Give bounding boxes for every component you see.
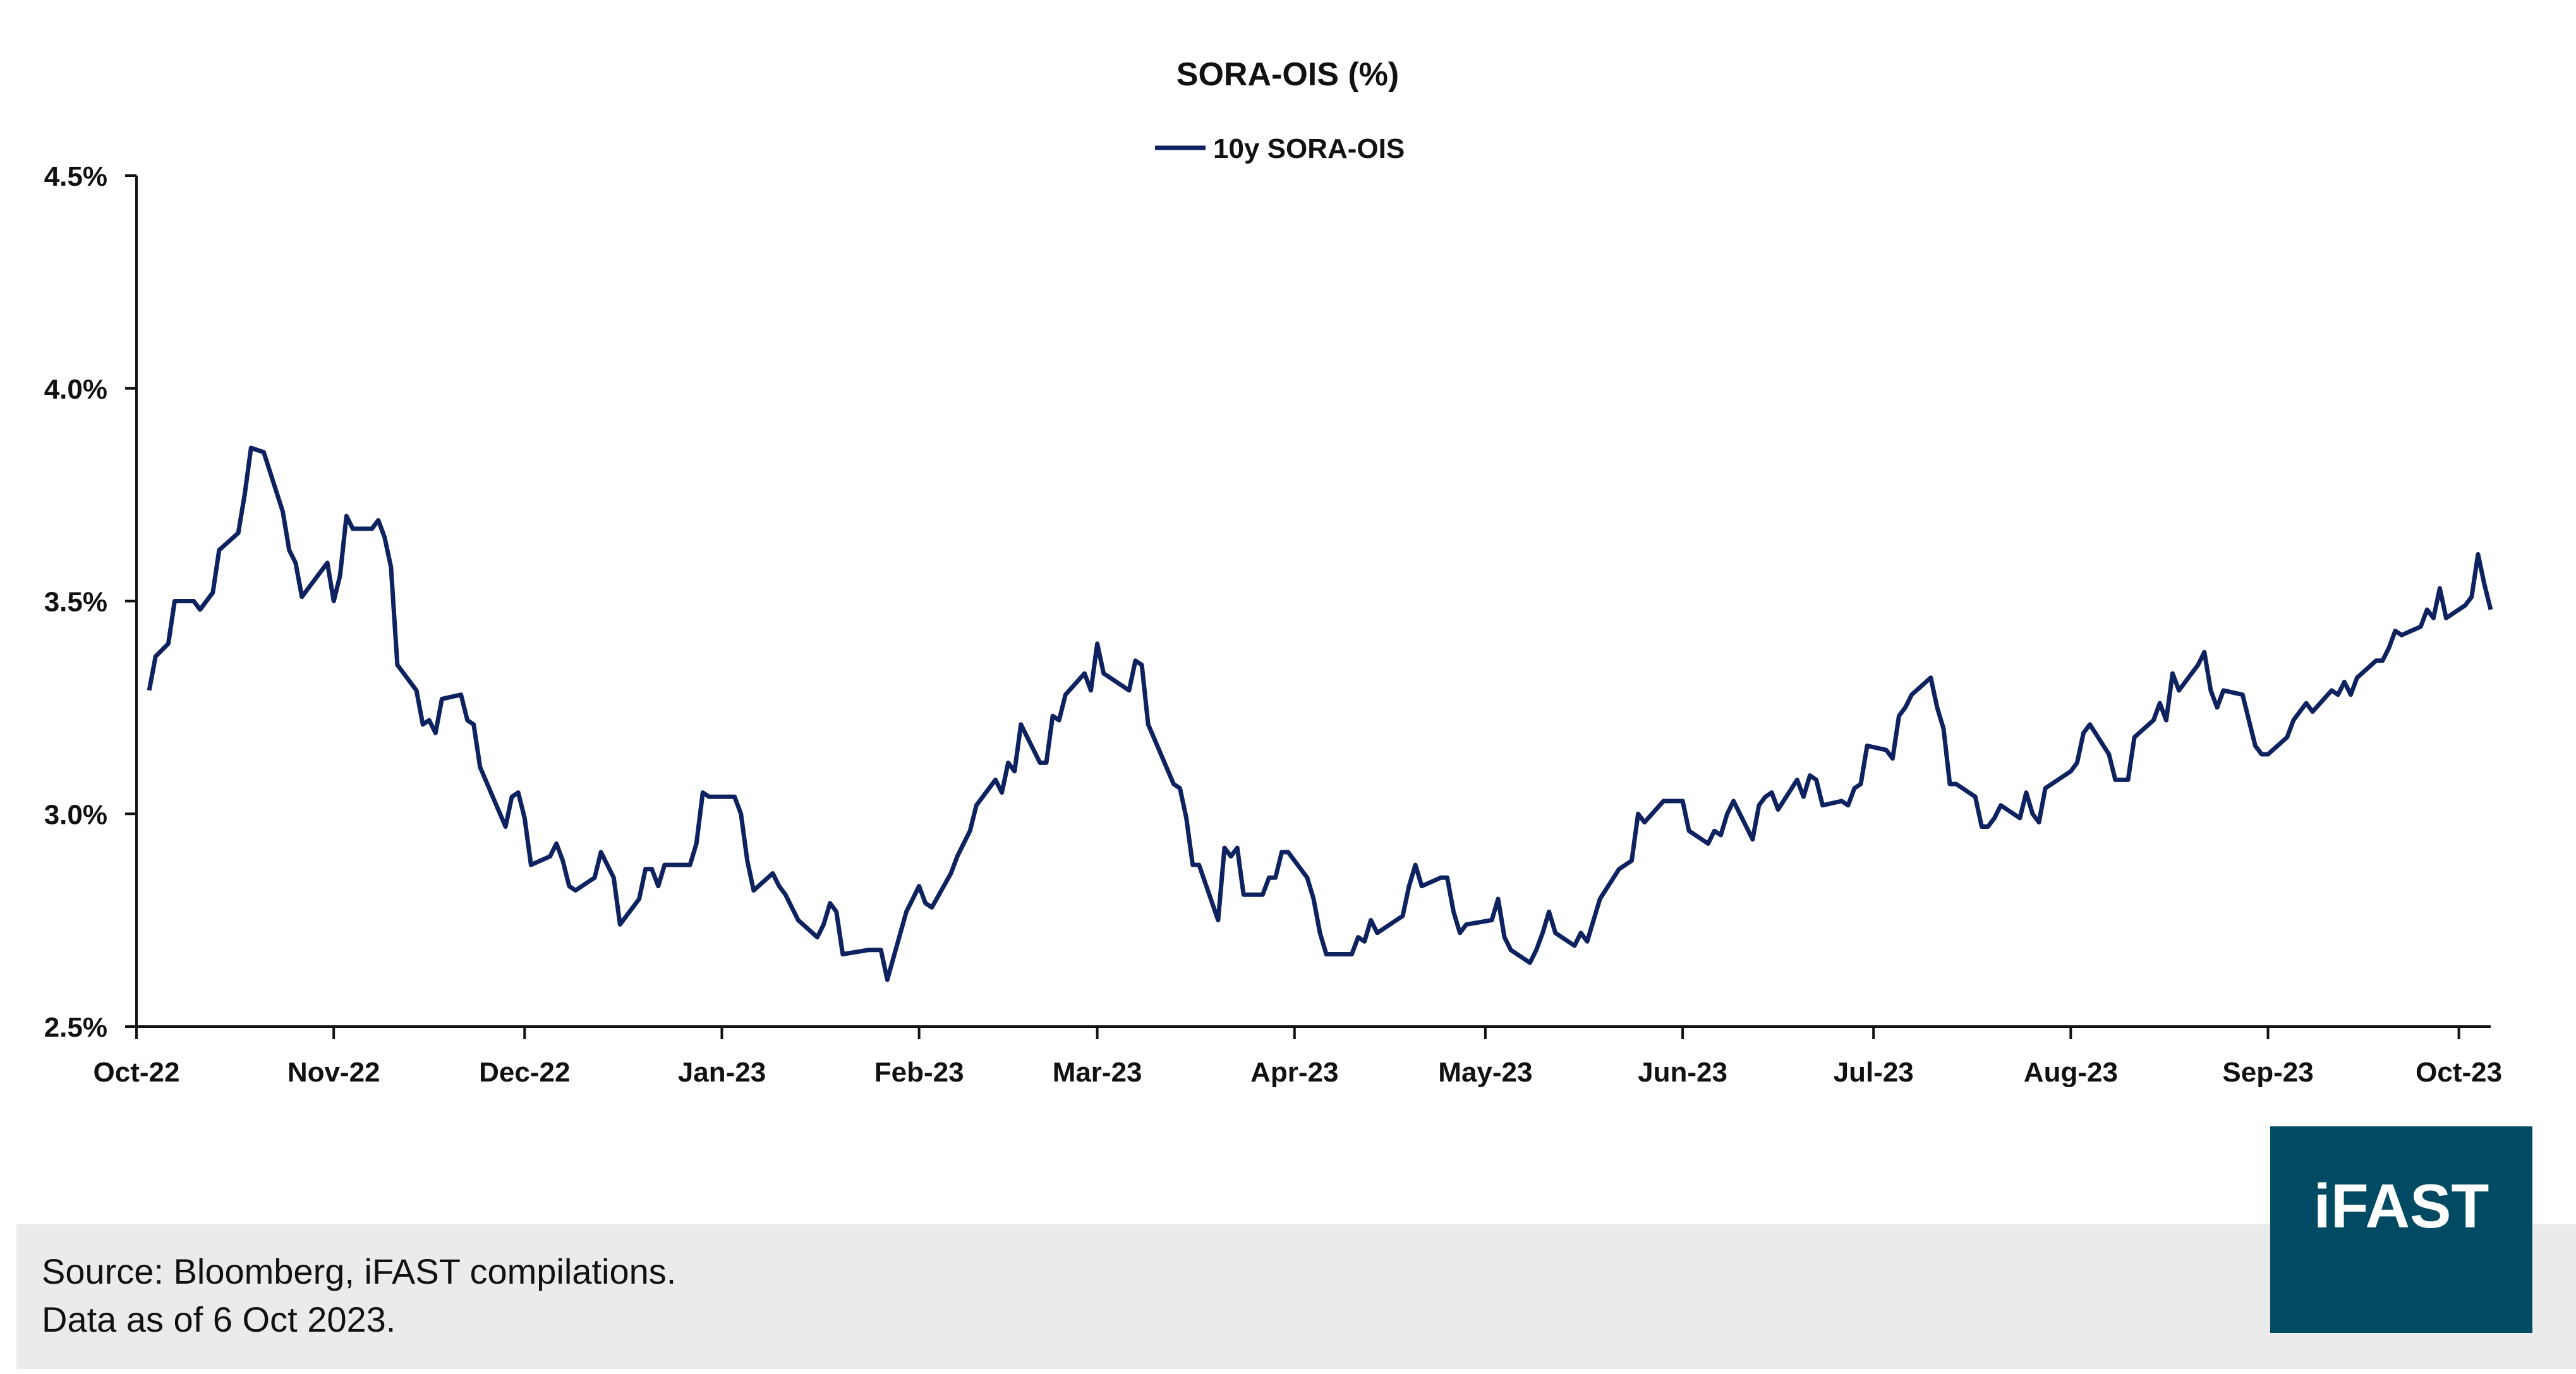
y-tick-label: 3.0% — [44, 799, 107, 830]
x-tick-label: May-23 — [1438, 1057, 1532, 1088]
y-tick-label: 3.5% — [44, 587, 107, 618]
x-tick-label: Dec-22 — [479, 1057, 570, 1088]
x-tick-label: Jun-23 — [1638, 1057, 1727, 1088]
x-axis-ticks: Oct-22 Nov-22 Dec-22 Jan-23 Feb-23 Mar-23 Apr-… — [94, 1027, 2502, 1088]
y-axis-ticks: 2.5% 3.0% 3.5% 4.0% 4.5% — [44, 161, 136, 1043]
legend-label: 10y SORA-OIS — [1213, 133, 1405, 164]
data-date-note: Data as of 6 Oct 2023. — [42, 1299, 396, 1339]
legend: 10y SORA-OIS — [1155, 133, 1405, 164]
y-tick-label: 4.5% — [44, 161, 107, 192]
x-tick-label: Sep-23 — [2222, 1057, 2313, 1088]
source-note: Source: Bloomberg, iFAST compilations. — [42, 1251, 677, 1291]
x-tick-label: Aug-23 — [2024, 1057, 2118, 1088]
x-tick-label: Apr-23 — [1250, 1057, 1338, 1088]
x-tick-label: Oct-23 — [2416, 1057, 2502, 1088]
x-tick-label: Feb-23 — [874, 1057, 964, 1088]
y-tick-label: 2.5% — [44, 1012, 107, 1043]
series-line-10y-sora-ois — [147, 445, 2493, 982]
footer-band: Source: Bloomberg, iFAST compilations. D… — [16, 1224, 2576, 1369]
x-tick-label: Oct-22 — [94, 1057, 180, 1088]
ifast-logo: iFAST — [2270, 1126, 2532, 1333]
series-group — [147, 445, 2493, 982]
x-tick-label: Jul-23 — [1834, 1057, 1914, 1088]
x-tick-label: Jan-23 — [678, 1057, 766, 1088]
x-tick-label: Mar-23 — [1053, 1057, 1142, 1088]
y-tick-label: 4.0% — [44, 374, 107, 405]
x-tick-label: Nov-22 — [287, 1057, 380, 1088]
logo-text: iFAST — [2313, 1171, 2489, 1241]
chart-title: SORA-OIS (%) — [1176, 56, 1399, 93]
